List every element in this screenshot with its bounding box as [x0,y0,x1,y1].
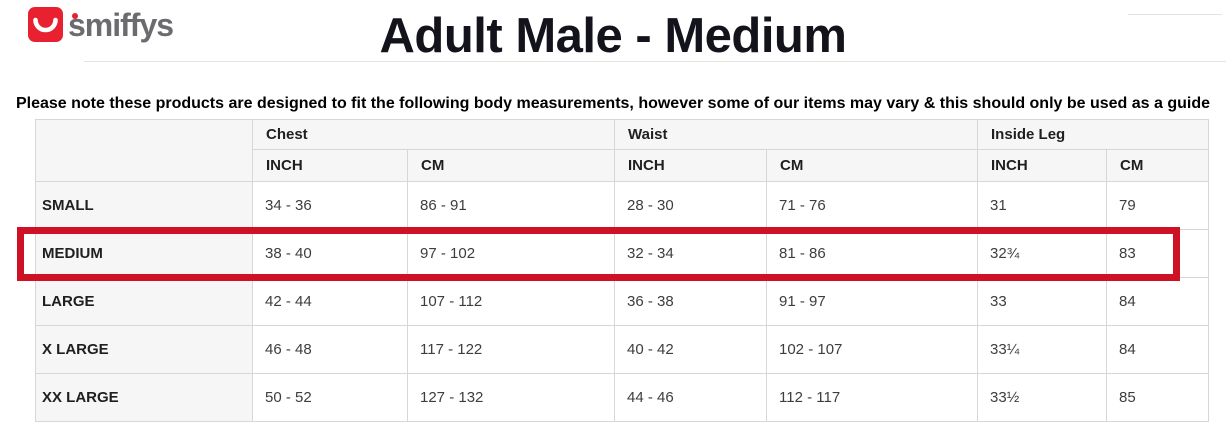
size-chart-table: Chest Waist Inside Leg INCH CM INCH CM I… [35,119,1210,422]
group-header-inside-leg: Inside Leg [977,119,1210,150]
table-row-x-large: X LARGE 46 - 48 117 - 122 40 - 42 102 - … [35,325,1210,374]
cell-inside-leg-inch: 32¾ [977,229,1108,278]
cell-waist-inch: 36 - 38 [614,277,767,326]
size-label: X LARGE [35,325,253,374]
cell-inside-leg-cm: 84 [1106,277,1210,326]
cell-waist-cm: 71 - 76 [765,181,979,230]
cell-chest-inch: 38 - 40 [252,229,408,278]
table-row-medium-highlighted: MEDIUM 38 - 40 97 - 102 32 - 34 81 - 86 … [35,229,1210,278]
corner-cell [35,119,253,182]
brand-i-dot-icon [72,13,78,19]
cell-inside-leg-inch: 31 [977,181,1108,230]
page-title: Adult Male - Medium [379,9,847,63]
unit-header-chest-inch: INCH [252,149,408,182]
table-row-large: LARGE 42 - 44 107 - 112 36 - 38 91 - 97 … [35,277,1210,326]
header-hairline [1128,14,1222,15]
cell-waist-inch: 40 - 42 [614,325,767,374]
cell-chest-cm: 117 - 122 [407,325,615,374]
cell-chest-cm: 86 - 91 [407,181,615,230]
unit-header-chest-cm: CM [407,149,615,182]
cell-chest-cm: 127 - 132 [407,373,615,422]
cell-inside-leg-cm: 79 [1106,181,1210,230]
cell-waist-inch: 28 - 30 [614,181,767,230]
measurement-group-header-row: Chest Waist Inside Leg [35,119,1210,182]
cell-inside-leg-cm: 83 [1106,229,1210,278]
cell-chest-inch: 50 - 52 [252,373,408,422]
size-label: SMALL [35,181,253,230]
group-header-waist: Waist [613,119,979,150]
title-underline-rule [84,61,1226,62]
cell-chest-inch: 34 - 36 [252,181,408,230]
smiffys-logo: smiffys [28,7,174,44]
cell-chest-cm: 97 - 102 [407,229,615,278]
cell-waist-inch: 32 - 34 [614,229,767,278]
cell-inside-leg-cm: 84 [1106,325,1210,374]
cell-chest-inch: 42 - 44 [252,277,408,326]
unit-header-waist-inch: INCH [614,149,767,182]
group-header-chest: Chest [252,119,615,150]
size-label: XX LARGE [35,373,253,422]
cell-waist-inch: 44 - 46 [614,373,767,422]
unit-header-inside-leg-cm: CM [1106,149,1210,182]
cell-inside-leg-inch: 33½ [977,373,1108,422]
size-label: MEDIUM [35,229,253,278]
cell-inside-leg-inch: 33 [977,277,1108,326]
smiffys-smile-icon [28,7,63,42]
cell-waist-cm: 112 - 117 [765,373,979,422]
brand-name: smiffys [68,7,174,43]
cell-chest-cm: 107 - 112 [407,277,615,326]
table-row-xx-large: XX LARGE 50 - 52 127 - 132 44 - 46 112 -… [35,373,1210,422]
cell-inside-leg-cm: 85 [1106,373,1210,422]
size-label: LARGE [35,277,253,326]
unit-header-waist-cm: CM [765,149,979,182]
cell-waist-cm: 81 - 86 [765,229,979,278]
fit-guidance-note: Please note these products are designed … [15,95,1211,112]
table-row-small: SMALL 34 - 36 86 - 91 28 - 30 71 - 76 31… [35,181,1210,230]
cell-waist-cm: 91 - 97 [765,277,979,326]
cell-inside-leg-inch: 33¼ [977,325,1108,374]
cell-waist-cm: 102 - 107 [765,325,979,374]
unit-header-row: INCH CM INCH CM INCH CM [36,149,1210,182]
unit-header-inside-leg-inch: INCH [977,149,1108,182]
cell-chest-inch: 46 - 48 [252,325,408,374]
